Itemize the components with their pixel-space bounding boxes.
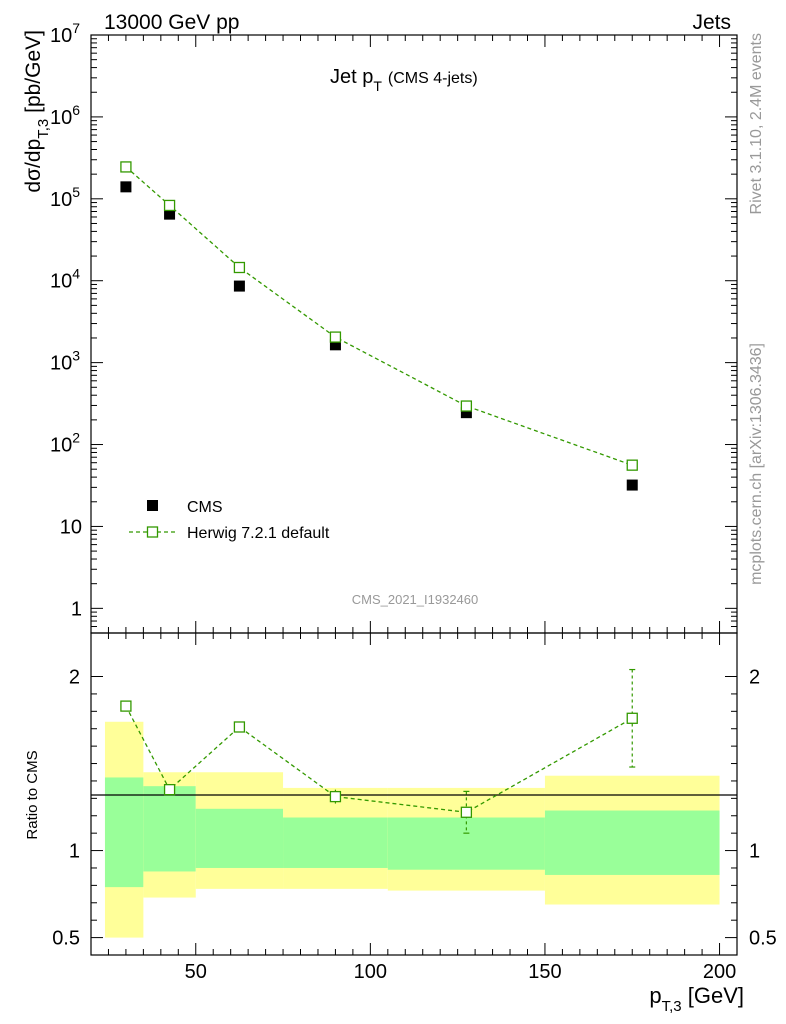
y-tick-label: 103 [50, 348, 80, 375]
ratio-uncertainty-bands [104, 721, 720, 938]
legend-label-cms: CMS [187, 499, 223, 516]
ratio-point-herwig [626, 712, 638, 724]
data-point-cms [233, 280, 245, 292]
x-axis-label: pT,3 [GeV] [649, 983, 744, 1015]
data-point-cms [164, 208, 176, 220]
ratio-band-inner [143, 786, 196, 872]
main-y-axis-label: dσ/dpT,3 [pb/GeV] [22, 30, 52, 193]
main-axis-ticks [91, 34, 737, 634]
main-series-lines [125, 166, 633, 466]
xlabel-post: [GeV] [682, 983, 744, 1008]
x-tick-label: 200 [703, 961, 736, 983]
main-plot-area: 1 10 102 103 104 105 106 107 [50, 20, 738, 634]
ratio-point-herwig [163, 783, 176, 796]
ratio-y-tick-label-right: 0.5 [749, 928, 777, 950]
ratio-point-herwig [329, 790, 342, 803]
main-title: Jet pT (CMS 4-jets) [330, 66, 478, 94]
y-tick-label: 105 [50, 184, 80, 211]
y-tick-label: 107 [50, 20, 80, 47]
x-tick-label: 150 [528, 961, 561, 983]
ratio-y-tick-label-left: 2 [69, 667, 80, 689]
header-right: Jets [692, 11, 731, 34]
ratio-y-tick-label-left: 0.5 [52, 928, 80, 950]
ratio-mc-line [125, 705, 633, 813]
legend-label-herwig: Herwig 7.2.1 default [187, 525, 330, 542]
ratio-band-inner [283, 817, 388, 868]
y-tick-label: 10 [60, 516, 82, 538]
mc-point-herwig [233, 261, 246, 274]
ratio-band-inner [195, 808, 284, 868]
main-markers [120, 161, 638, 491]
mc-point-herwig [329, 331, 342, 343]
ratio-markers [120, 668, 638, 834]
ratio-series-line [125, 705, 633, 813]
rivet-version-label: Rivet 3.1.10, 2.4M events [748, 33, 765, 214]
y-tick-label: 1 [71, 598, 82, 620]
legend: CMS Herwig 7.2.1 default [129, 499, 330, 542]
data-point-cms [626, 479, 638, 491]
ratio-axis-ticks [91, 633, 737, 955]
ratio-band-inner [387, 817, 545, 870]
ratio-point-herwig [233, 721, 246, 733]
title-note: (CMS 4-jets) [388, 70, 478, 87]
x-tick-label: 100 [354, 961, 387, 983]
x-tick-label: 50 [185, 961, 207, 983]
ratio-point-herwig [460, 806, 473, 818]
ratio-y-axis-label: Ratio to CMS [24, 750, 41, 839]
ratio-band-inner [544, 810, 720, 875]
data-point-cms [460, 407, 472, 419]
ratio-y-tick-label-right: 1 [749, 841, 760, 863]
ylabel-post: [pb/GeV] [22, 30, 45, 119]
ratio-band-inner [104, 777, 144, 888]
mc-point-herwig [120, 161, 132, 173]
main-y-tick-labels: 1 10 102 103 104 105 106 107 [50, 20, 82, 620]
title-sub: T [373, 78, 382, 94]
ratio-frame [90, 632, 738, 956]
ratio-point-herwig [120, 700, 132, 712]
mc-line [125, 166, 633, 466]
ratio-plot-area: 0.5 0.5 1 1 2 2 50 100 150 200 [52, 632, 777, 983]
legend-marker-herwig [146, 526, 159, 538]
ylabel-sub: T,3 [35, 119, 52, 139]
xlabel-sub: T,3 [662, 998, 682, 1015]
y-tick-label: 104 [50, 266, 80, 293]
xlabel-pre: p [649, 983, 661, 1008]
mc-point-herwig [460, 400, 473, 412]
data-point-cms [120, 181, 132, 193]
mc-point-herwig [626, 459, 638, 471]
ylabel-pre: dσ/dp [22, 139, 45, 193]
legend-marker-cms [147, 500, 158, 511]
y-tick-label: 102 [50, 430, 80, 457]
ratio-y-tick-label-right: 2 [749, 667, 760, 689]
mc-point-herwig [163, 199, 176, 212]
data-point-cms [329, 339, 341, 351]
header-left: 13000 GeV pp [104, 11, 239, 34]
analysis-watermark: CMS_2021_I1932460 [352, 592, 479, 607]
ratio-tick-labels: 0.5 0.5 1 1 2 2 50 100 150 200 [52, 667, 777, 983]
ratio-y-tick-label-left: 1 [69, 841, 80, 863]
y-tick-label: 106 [50, 102, 80, 129]
mcplots-reference-label: mcplots.cern.ch [arXiv:1306.3436] [748, 343, 765, 585]
title-main: Jet p [330, 66, 373, 88]
main-frame [90, 34, 738, 634]
